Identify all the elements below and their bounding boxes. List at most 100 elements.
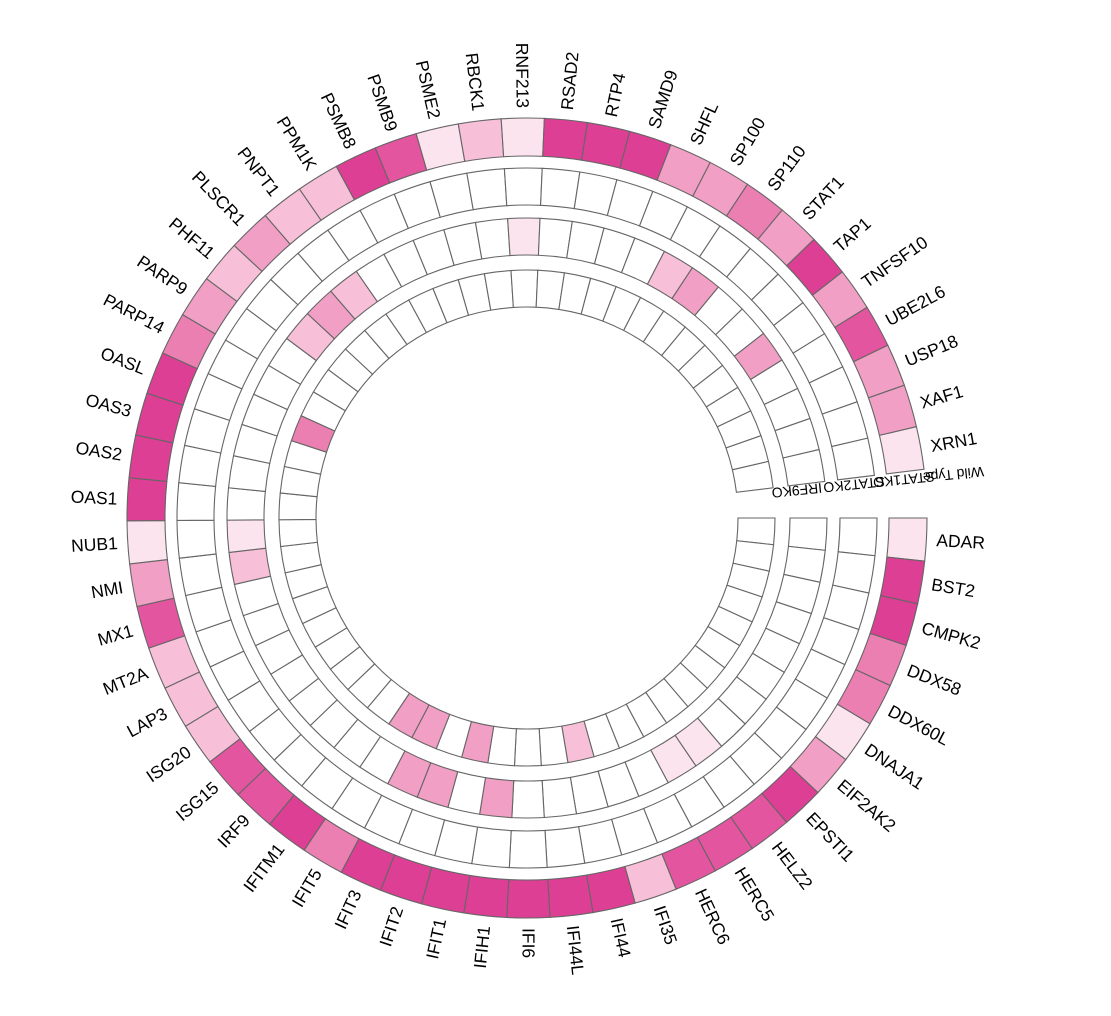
gene-label-ifi6: IFI6 — [518, 928, 538, 958]
cell-stat2ko-xrn1 — [782, 448, 826, 487]
gene-label-rbck1: RBCK1 — [462, 52, 489, 112]
cell-wild-type-ifih1 — [463, 874, 510, 919]
gene-label-ifit3: IFIT3 — [330, 887, 365, 932]
cell-stat1ko-adar — [837, 517, 878, 557]
gene-label-ifitm1: IFITM1 — [239, 840, 288, 896]
cell-wild-type-xrn1 — [878, 426, 925, 475]
cell-wild-type-nmi — [129, 558, 175, 608]
gene-label-nub1: NUB1 — [71, 533, 119, 556]
gene-label-rnf213: RNF213 — [512, 43, 533, 108]
cell-wild-type-rsad2 — [542, 117, 589, 161]
cell-stat2ko-rnf213 — [507, 217, 541, 257]
gene-label-stat1: STAT1 — [798, 172, 848, 224]
gene-label-nmi: NMI — [90, 577, 125, 602]
cell-stat1ko-nmi — [178, 553, 223, 597]
cell-stat2ko-ifi44l — [541, 776, 578, 819]
gene-label-rtp4: RTP4 — [601, 71, 630, 119]
cell-irf9ko-ifi6 — [513, 728, 542, 767]
gene-label-oas3: OAS3 — [83, 390, 133, 421]
gene-label-pnpt1: PNPT1 — [233, 143, 283, 200]
track-label-irf9ko: IRF9KO — [771, 480, 823, 501]
cell-stat2ko-oas1 — [226, 487, 266, 521]
gene-label-usp18: USP18 — [902, 331, 961, 371]
gene-label-samd9: SAMD9 — [644, 68, 682, 132]
gene-label-cmpk2: CMPK2 — [919, 618, 982, 653]
ring-irf9ko — [278, 269, 776, 767]
gene-label-psmb8: PSMB8 — [317, 90, 360, 152]
gene-label-ifi44l: IFI44L — [563, 924, 588, 976]
gene-label-adar: ADAR — [936, 530, 986, 553]
gene-label-herc6: HERC6 — [691, 885, 734, 947]
gene-label-oas1: OAS1 — [70, 487, 118, 509]
cell-irf9ko-xrn1 — [731, 460, 774, 493]
cell-stat1ko-ifi6 — [508, 829, 548, 869]
gene-label-ddx58: DDX58 — [904, 660, 964, 699]
gene-label-xrn1: XRN1 — [929, 428, 978, 456]
cell-irf9ko-oas1 — [278, 492, 318, 521]
gene-label-ifi44: IFI44 — [607, 916, 635, 960]
gene-label-herc5: HERC5 — [731, 864, 779, 925]
cell-stat2ko-adar — [787, 517, 828, 551]
ring-stat1ko — [176, 167, 878, 869]
gene-label-sp100: SP100 — [726, 114, 770, 170]
gene-label-rsad2: RSAD2 — [557, 51, 583, 111]
gene-label-parp14: PARP14 — [100, 290, 168, 338]
gene-label-shfl: SHFL — [686, 99, 723, 148]
gene-label-tap1: TAP1 — [830, 213, 875, 256]
cell-stat1ko-nub1 — [176, 519, 217, 559]
gene-label-ifi35: IFI35 — [650, 903, 682, 947]
cell-stat2ko-nub1 — [226, 519, 267, 554]
cell-stat1ko-oas1 — [176, 482, 217, 522]
gene-label-mt2a: MT2A — [100, 663, 151, 699]
gene-label-ifit5: IFIT5 — [288, 865, 326, 910]
track-label-stat1ko: STAT1KO — [872, 469, 935, 491]
cell-wild-type-rbck1 — [457, 118, 505, 163]
gene-label-sp110: SP110 — [763, 141, 810, 194]
gene-label-irf9: IRF9 — [213, 810, 254, 851]
gene-label-tnfsf10: TNFSF10 — [858, 232, 932, 292]
gene-label-ifit1: IFIT1 — [422, 917, 450, 961]
gene-label-epsti1: EPSTI1 — [802, 808, 858, 865]
track-label-wild-type: Wild Type — [922, 464, 985, 486]
cell-stat2ko-ifi6 — [511, 779, 545, 819]
cell-stat1ko-rnf213 — [503, 167, 543, 207]
cell-irf9ko-rnf213 — [510, 269, 539, 309]
cell-wild-type-ifi44l — [547, 874, 594, 918]
cell-irf9ko-adar — [736, 517, 776, 546]
gene-label-plscr1: PLSCR1 — [188, 167, 250, 230]
track-label-stat2ko: STAT2KO — [823, 474, 886, 496]
gene-label-ifih1: IFIH1 — [470, 925, 494, 970]
gene-label-dnaja1: DNAJA1 — [861, 739, 928, 793]
ring-wild-type — [126, 117, 928, 919]
cell-stat1ko-ifi44l — [544, 826, 586, 869]
gene-label-isg15: ISG15 — [172, 778, 223, 826]
cell-wild-type-oas1 — [126, 477, 168, 522]
gene-label-ddx60l: DDX60L — [885, 701, 953, 750]
gene-label-isg20: ISG20 — [142, 742, 194, 787]
gene-label-psmb9: PSMB9 — [363, 71, 401, 134]
cell-stat1ko-ifih1 — [471, 826, 512, 869]
gene-label-phf11: PHF11 — [165, 214, 219, 263]
gene-label-ppm1k: PPM1K — [273, 113, 321, 174]
gene-label-oasl: OASL — [98, 343, 149, 379]
gene-label-ube2l6: UBE2L6 — [882, 281, 949, 330]
gene-label-psme2: PSME2 — [412, 58, 445, 120]
gene-label-helz2: HELZ2 — [768, 838, 817, 893]
cell-irf9ko-nub1 — [278, 518, 319, 548]
ring-stat2ko — [226, 217, 828, 819]
gene-label-lap3: LAP3 — [123, 703, 170, 741]
cell-wild-type-ifi6 — [506, 878, 551, 919]
cell-stat1ko-rbck1 — [466, 168, 508, 211]
gene-label-eif2ak2: EIF2AK2 — [833, 775, 899, 836]
cell-wild-type-adar — [886, 517, 928, 562]
cell-wild-type-rnf213 — [500, 117, 545, 158]
cell-stat1ko-rsad2 — [540, 167, 581, 210]
cell-stat2ko-rbck1 — [474, 218, 511, 260]
gene-label-mx1: MX1 — [95, 621, 135, 650]
cell-stat1ko-xrn1 — [831, 437, 876, 481]
gene-label-oas2: OAS2 — [74, 438, 123, 465]
gene-label-parp9: PARP9 — [133, 251, 191, 299]
